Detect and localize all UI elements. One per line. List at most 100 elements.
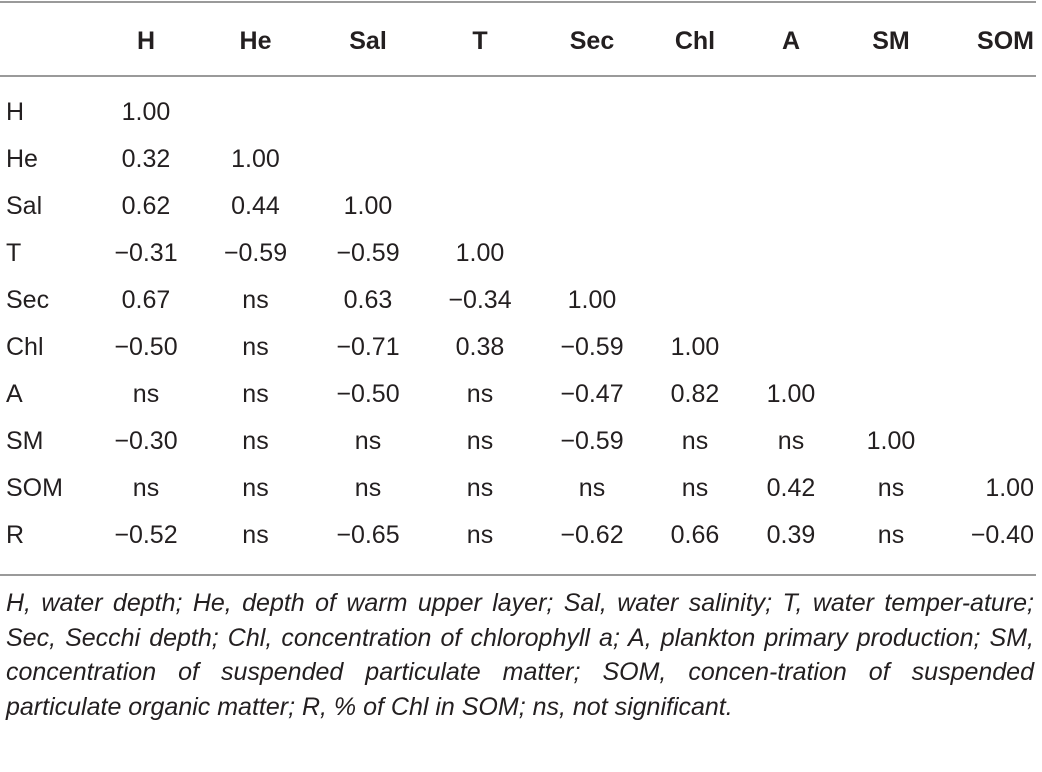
column-header-a: A [781,27,801,55]
table-cell: −0.62 [560,521,624,549]
column-header-chl: Chl [674,27,716,55]
table-cell: 0.63 [343,286,393,314]
table-cell [649,277,741,324]
table-cell: 1.00 [985,474,1034,502]
table-cell: ns [242,521,269,549]
table-cell: −0.52 [114,521,178,549]
row-label: A [6,380,23,408]
table-cell [841,136,941,183]
table-cell [941,418,1036,465]
table-cell [311,136,425,183]
table-cell: 0.42 [766,474,816,502]
table-row: SM −0.30 ns ns ns −0.59 ns ns 1.00 [0,418,1036,465]
table-cell: −0.71 [336,333,400,361]
table-cell [741,136,841,183]
table-cell: ns [466,380,494,408]
table-cell [841,371,941,418]
table-cell: 0.67 [121,286,171,314]
table-row: H 1.00 [0,89,1036,136]
table-cell: 1.00 [866,427,916,455]
table-cell: −0.50 [114,333,178,361]
table-cell [741,277,841,324]
table-cell [941,230,1036,277]
table-row: T −0.31 −0.59 −0.59 1.00 [0,230,1036,277]
table-cell [649,230,741,277]
table-row: SOM ns ns ns ns ns ns 0.42 ns 1.00 [0,465,1036,512]
table-cell [941,183,1036,230]
table-cell: 1.00 [567,286,617,314]
table-cell [535,136,649,183]
table-cell [841,89,941,136]
column-header-som: SOM [977,27,1034,55]
table-cell [841,277,941,324]
table-cell: 1.00 [766,380,816,408]
table-cell: 0.82 [670,380,720,408]
table-cell: ns [466,521,494,549]
table-cell [841,230,941,277]
table-top-rule [0,1,1036,3]
table-cell [741,324,841,371]
table-row: He 0.32 1.00 [0,136,1036,183]
table-cell [649,89,741,136]
table-row: R −0.52 ns −0.65 ns −0.62 0.66 0.39 ns −0.40 [0,512,1036,559]
table-bottom-rule [0,574,1036,576]
table-cell: 1.00 [670,333,720,361]
header-row: H He Sal T Sec Chl A SM SOM [0,18,1036,65]
table-cell [841,183,941,230]
table-header-rule [0,75,1036,77]
table-cell: ns [681,474,709,502]
table-cell [941,371,1036,418]
table-cell: 0.32 [121,145,171,173]
table-footnote: H, water depth; He, depth of warm upper … [6,589,1034,721]
table-cell [741,183,841,230]
table-cell: ns [242,333,269,361]
table-cell [649,136,741,183]
column-header-sec: Sec [569,27,615,55]
table-cell [741,230,841,277]
table-cell [941,277,1036,324]
table-row: Sal 0.62 0.44 1.00 [0,183,1036,230]
table-cell: 0.62 [121,192,171,220]
table-cell: ns [132,474,160,502]
table-cell: −0.65 [336,521,400,549]
table-cell [200,89,311,136]
table-cell: −0.59 [223,239,288,267]
row-label: R [6,521,25,549]
table-cell: 0.38 [455,333,505,361]
table-cell: 1.00 [455,239,505,267]
table-cell: ns [777,427,805,455]
table-cell [311,89,425,136]
table-cell: ns [354,474,382,502]
table-cell: 0.44 [231,192,280,220]
table-cell [535,230,649,277]
table-cell [941,324,1036,371]
column-header-sal: Sal [349,27,387,55]
table-cell: ns [466,427,494,455]
table-cell [649,183,741,230]
table-cell [535,183,649,230]
row-label: SM [6,427,44,455]
table-cell: 1.00 [121,98,171,126]
table-cell: 1.00 [343,192,393,220]
table-cell [941,136,1036,183]
table-cell: −0.47 [560,380,624,408]
table-cell: ns [877,474,905,502]
table-row: Sec 0.67 ns 0.63 −0.34 1.00 [0,277,1036,324]
table-cell: 0.39 [766,521,816,549]
table-cell: −0.59 [560,427,624,455]
row-label: Sal [6,192,43,220]
table-cell: −0.50 [336,380,400,408]
table-cell: ns [466,474,494,502]
table-cell [425,183,535,230]
table-cell: ns [877,521,905,549]
row-label: H [6,98,25,126]
table-cell [941,89,1036,136]
row-label: T [6,239,22,267]
correlation-table: H He Sal T Sec Chl A SM SOM H 1.00 He 0.32 1… [0,18,1036,559]
table-cell: 1.00 [231,145,280,173]
table-cell: ns [578,474,606,502]
table-cell: −0.30 [114,427,178,455]
table-row: Chl −0.50 ns −0.71 0.38 −0.59 1.00 [0,324,1036,371]
